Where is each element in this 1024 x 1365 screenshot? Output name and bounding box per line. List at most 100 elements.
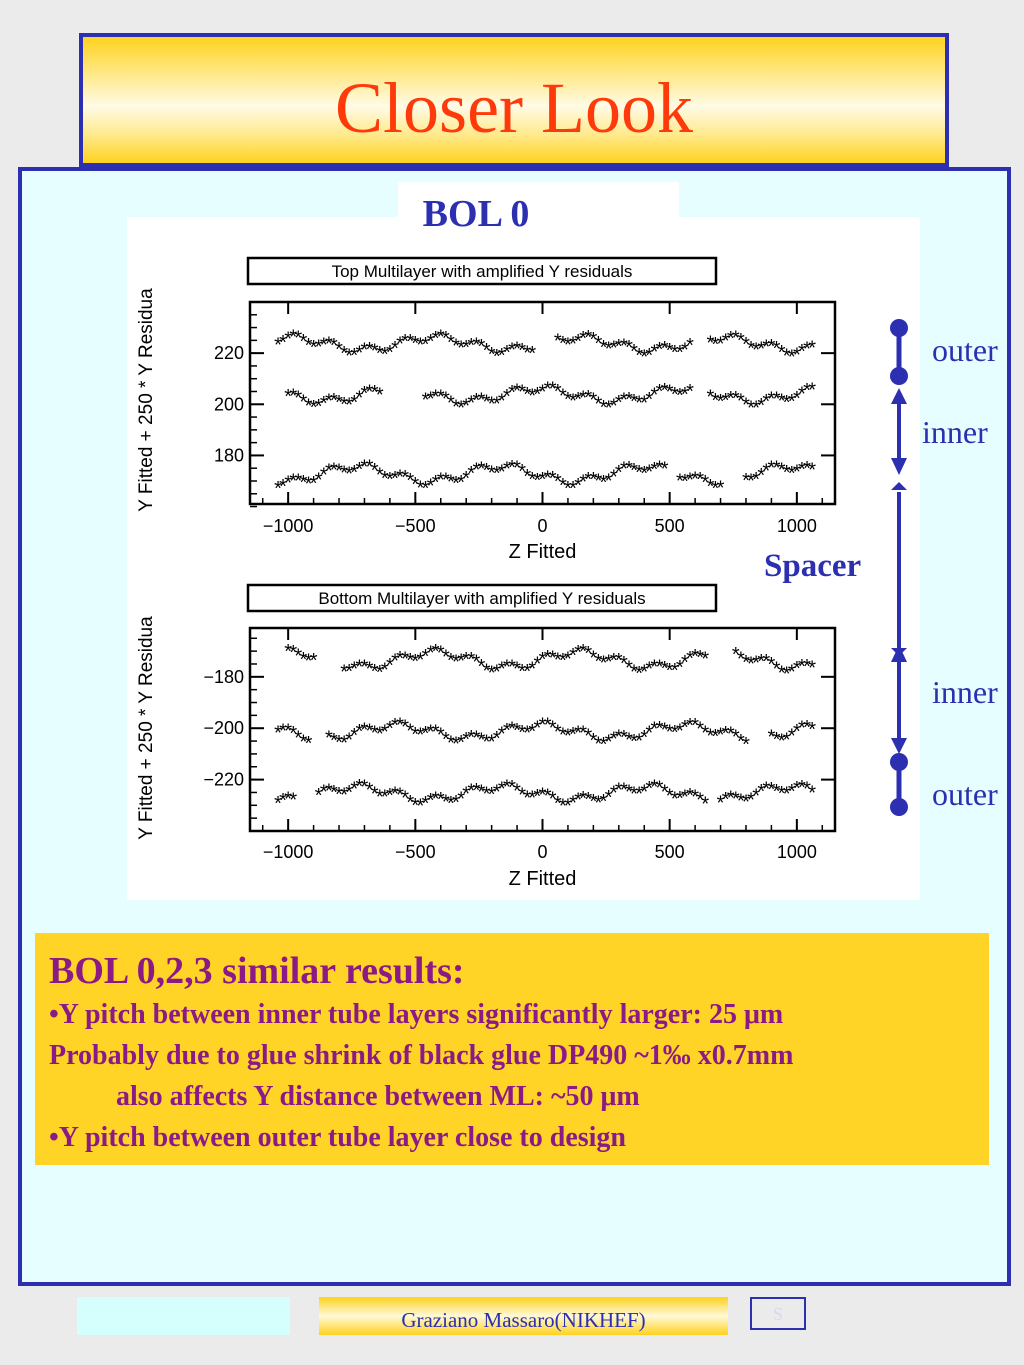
data-point: * — [574, 789, 582, 811]
data-point: * — [340, 394, 348, 416]
data-point: * — [350, 725, 358, 747]
data-point: * — [350, 462, 358, 484]
data-point: * — [656, 457, 664, 479]
data-point: * — [478, 656, 486, 678]
data-point: * — [661, 781, 669, 803]
data-point: * — [747, 653, 755, 675]
data-point: * — [564, 795, 572, 817]
data-point: * — [528, 658, 536, 680]
data-point: * — [645, 345, 653, 367]
data-point: * — [788, 347, 796, 369]
data-point: * — [534, 384, 542, 406]
data-point: * — [722, 789, 730, 811]
data-point: * — [554, 793, 562, 815]
data-point: * — [376, 723, 384, 745]
data-point: * — [793, 721, 801, 743]
footer-page-number: S — [750, 1297, 806, 1330]
data-point: * — [539, 649, 547, 671]
data-point: * — [294, 327, 302, 349]
data-point: * — [294, 646, 302, 668]
data-point: * — [635, 462, 643, 484]
data-point: * — [722, 390, 730, 412]
inner-bottom-label: inner — [932, 674, 998, 710]
data-point: * — [803, 338, 811, 360]
data-point: * — [595, 471, 603, 493]
data-point: * — [330, 730, 338, 752]
data-point: * — [554, 471, 562, 493]
data-point: * — [462, 729, 470, 751]
data-point: * — [584, 469, 592, 491]
data-point: * — [788, 781, 796, 803]
results-line: also affects Y distance between ML: ~50 … — [116, 1081, 640, 1112]
data-point: * — [300, 732, 308, 754]
data-point: * — [661, 338, 669, 360]
data-point: * — [493, 782, 501, 804]
data-point: * — [676, 788, 684, 810]
data-point: * — [406, 470, 414, 492]
data-point: * — [350, 392, 358, 414]
data-point: * — [488, 393, 496, 415]
data-point: * — [569, 645, 577, 667]
y-tick-label: 200 — [214, 394, 244, 414]
data-point: * — [401, 331, 409, 353]
data-point: * — [773, 729, 781, 751]
data-point: * — [579, 328, 587, 350]
data-point: * — [752, 786, 760, 808]
data-point: * — [406, 721, 414, 743]
data-point: * — [371, 723, 379, 745]
data-point: * — [422, 646, 430, 668]
data-point: * — [396, 784, 404, 806]
data-point: * — [498, 778, 506, 800]
data-point: * — [757, 395, 765, 417]
data-point: * — [371, 460, 379, 482]
data-point: * — [793, 778, 801, 800]
data-point: * — [676, 720, 684, 742]
data-point: * — [396, 714, 404, 736]
data-point: * — [757, 465, 765, 487]
data-point: * — [651, 459, 659, 481]
x-axis-label: Z Fitted — [509, 541, 577, 563]
data-point: * — [427, 388, 435, 410]
data-point: * — [422, 478, 430, 500]
data-point: * — [574, 331, 582, 353]
data-point: * — [406, 331, 414, 353]
data-point: * — [645, 389, 653, 411]
data-point: * — [752, 652, 760, 674]
data-point: * — [274, 335, 282, 357]
data-point: * — [569, 793, 577, 815]
data-point: * — [289, 385, 297, 407]
data-point: * — [651, 385, 659, 407]
data-point: * — [315, 470, 323, 492]
data-point: * — [620, 779, 628, 801]
data-point: * — [503, 776, 511, 798]
data-point: * — [696, 790, 704, 812]
data-point: * — [300, 331, 308, 353]
data-point: * — [284, 721, 292, 743]
data-point: * — [467, 780, 475, 802]
data-point: * — [554, 649, 562, 671]
data-point: * — [467, 335, 475, 357]
data-point: * — [595, 394, 603, 416]
data-point: * — [330, 459, 338, 481]
arrow-head-icon — [891, 458, 907, 475]
data-point: * — [376, 662, 384, 684]
data-point: * — [686, 381, 694, 403]
data-point: * — [559, 725, 567, 747]
data-point: * — [539, 381, 547, 403]
data-point: * — [472, 780, 480, 802]
data-point: * — [518, 461, 526, 483]
data-point: * — [788, 463, 796, 485]
data-point: * — [732, 388, 740, 410]
data-point: * — [325, 390, 333, 412]
data-point: * — [671, 788, 679, 810]
data-point: * — [305, 395, 313, 417]
data-point: * — [335, 339, 343, 361]
data-point: * — [737, 790, 745, 812]
data-point: * — [549, 468, 557, 490]
data-point: * — [437, 326, 445, 348]
data-point: * — [615, 392, 623, 414]
data-point: * — [696, 647, 704, 669]
data-point: * — [722, 331, 730, 353]
outer-top-label: outer — [932, 332, 998, 368]
data-point: * — [284, 641, 292, 663]
